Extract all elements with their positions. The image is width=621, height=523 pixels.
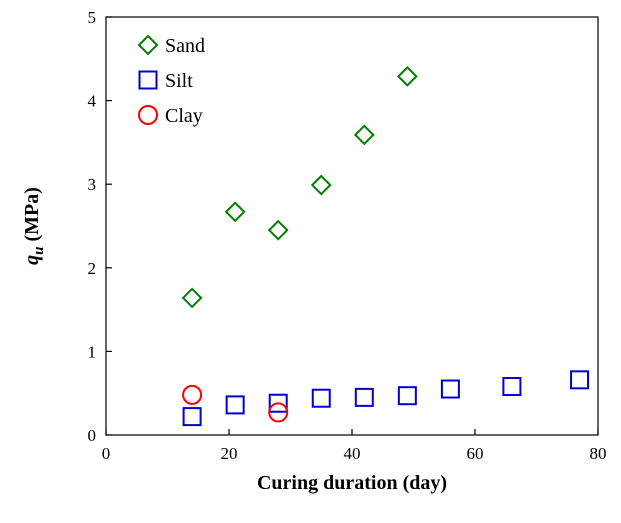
sand-point xyxy=(310,174,332,196)
silt-point xyxy=(268,393,288,413)
silt-point xyxy=(397,386,417,406)
legend-label-clay: Clay xyxy=(165,105,203,127)
legend-marker-sand xyxy=(137,34,159,56)
x-tick-label: 40 xyxy=(344,444,361,463)
silt-point xyxy=(570,370,590,390)
data-marks xyxy=(181,65,590,427)
legend-marker-silt xyxy=(138,70,158,90)
y-axis-title-subscript: u xyxy=(31,247,47,255)
legend: Sand Silt Clay xyxy=(137,34,205,127)
y-tick-label: 5 xyxy=(88,8,97,27)
sand-point xyxy=(224,201,246,223)
clay-point xyxy=(182,384,203,405)
legend-label-silt: Silt xyxy=(165,70,193,92)
y-tick-label: 4 xyxy=(88,92,97,111)
x-tick-label: 20 xyxy=(221,444,238,463)
silt-point xyxy=(182,407,202,427)
x-tick-label: 0 xyxy=(102,444,111,463)
x-tick-label: 60 xyxy=(467,444,484,463)
clay-point xyxy=(268,402,289,423)
x-tick-label: 80 xyxy=(590,444,607,463)
y-axis-title-symbol: q xyxy=(21,255,43,265)
silt-point xyxy=(354,387,374,407)
y-axis-title-unit: (MPa) xyxy=(21,187,43,241)
sand-point xyxy=(353,124,375,146)
sand-point xyxy=(396,65,418,87)
sand-point xyxy=(267,219,289,241)
silt-point xyxy=(311,388,331,408)
axis-ticks: 0 20 40 60 80 0 1 2 3 4 5 xyxy=(88,8,607,463)
silt-point xyxy=(502,377,522,397)
y-axis-title: qu (MPa) xyxy=(21,187,47,265)
y-tick-label: 3 xyxy=(88,175,97,194)
sand-point xyxy=(181,287,203,309)
y-tick-label: 0 xyxy=(88,426,97,445)
silt-point xyxy=(440,379,460,399)
silt-point xyxy=(225,395,245,415)
y-tick-label: 1 xyxy=(88,342,97,361)
y-tick-label: 2 xyxy=(88,259,97,278)
legend-label-sand: Sand xyxy=(165,35,205,57)
x-axis-title: Curing duration (day) xyxy=(257,472,447,494)
legend-marker-clay xyxy=(138,105,158,125)
